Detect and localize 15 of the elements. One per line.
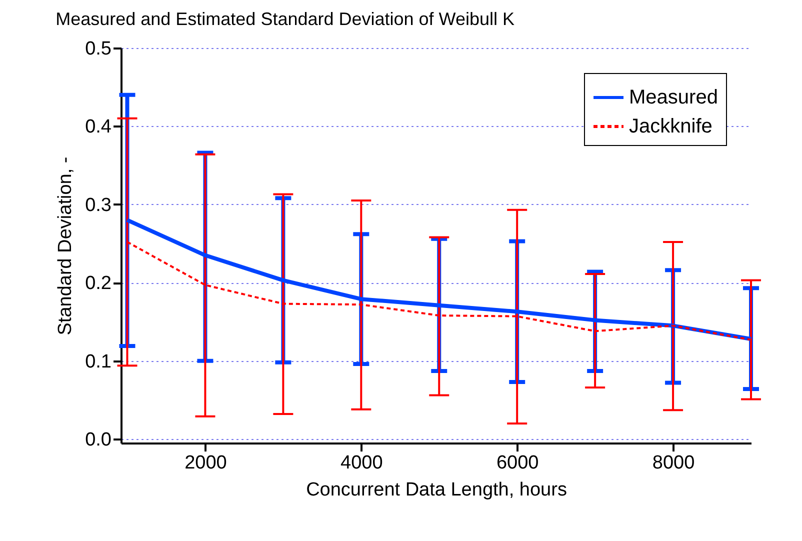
x-tick-label: 6000 bbox=[496, 452, 539, 474]
legend-label: Jackknife bbox=[629, 116, 712, 138]
x-tick-label: 2000 bbox=[184, 452, 227, 474]
y-tick-label: 0.3 bbox=[85, 194, 112, 216]
y-tick-label: 0.5 bbox=[85, 38, 112, 60]
y-tick-label: 0.0 bbox=[85, 430, 112, 451]
y-tick-label: 0.2 bbox=[85, 273, 112, 294]
y-tick-label: 0.4 bbox=[85, 116, 112, 138]
legend-label: Measured bbox=[629, 86, 718, 108]
y-tick-label: 0.1 bbox=[85, 351, 112, 372]
x-axis-title: Concurrent Data Length, hours bbox=[306, 480, 567, 500]
x-tick-label: 8000 bbox=[652, 452, 695, 474]
x-tick-label: 4000 bbox=[340, 452, 383, 474]
y-axis-title: Standard Deviation, - bbox=[55, 156, 76, 336]
chart-title: Measured and Estimated Standard Deviation of Weibull K bbox=[56, 9, 515, 29]
